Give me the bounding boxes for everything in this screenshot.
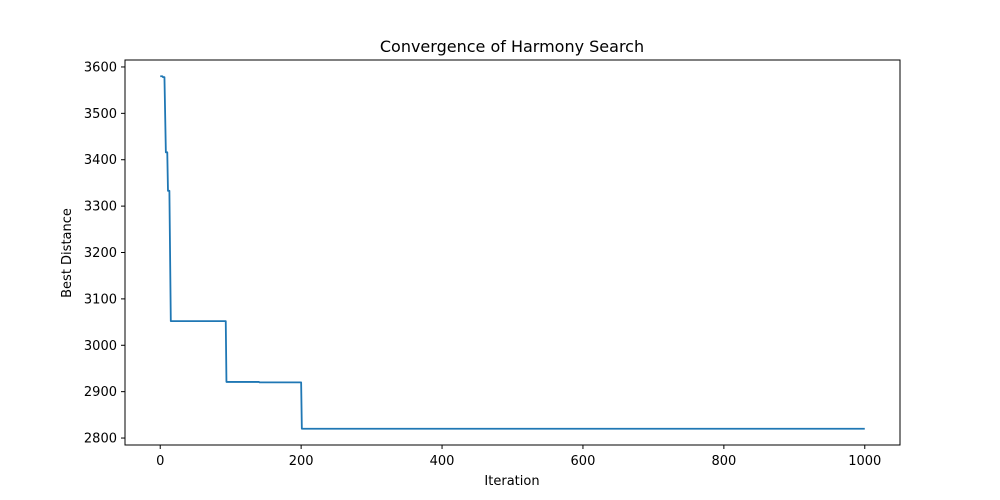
y-tick-label: 3500 — [84, 107, 117, 122]
y-tick-label: 2900 — [84, 385, 117, 400]
y-tick-label: 3100 — [84, 292, 117, 307]
x-tick-label: 0 — [156, 454, 164, 469]
y-tick-label: 3200 — [84, 246, 117, 261]
x-tick-label: 400 — [430, 454, 455, 469]
x-axis: 0 200 400 600 800 1000 — [156, 445, 881, 469]
y-axis-label: Best Distance — [60, 208, 75, 298]
y-tick-label: 2800 — [84, 432, 117, 447]
y-tick-label: 3600 — [84, 60, 117, 75]
plot-content — [160, 75, 865, 430]
x-tick-label: 200 — [289, 454, 314, 469]
x-tick-label: 1000 — [848, 454, 881, 469]
y-axis: 2800 2900 3000 3100 3200 3300 3400 3500 3600 — [84, 60, 125, 447]
y-tick-label: 3300 — [84, 200, 117, 215]
series-line-0 — [160, 75, 865, 430]
plot-frame — [124, 59, 901, 446]
x-tick-label: 600 — [571, 454, 596, 469]
y-tick-label: 3000 — [84, 339, 117, 354]
y-tick-label: 3400 — [84, 153, 117, 168]
x-tick-label: 800 — [711, 454, 736, 469]
chart-title: Convergence of Harmony Search — [380, 37, 644, 56]
x-axis-label: Iteration — [484, 474, 539, 489]
